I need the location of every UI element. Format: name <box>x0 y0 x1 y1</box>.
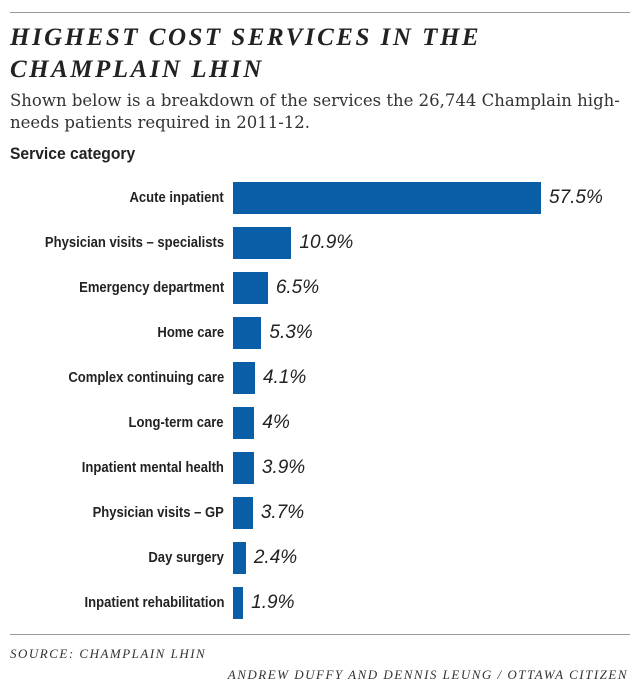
top-rule <box>10 12 630 13</box>
bottom-rule <box>10 634 630 635</box>
bar <box>233 317 262 350</box>
category-label: Physician visits – specialists <box>44 235 224 252</box>
bar <box>233 272 268 305</box>
value-label: 6.5% <box>275 277 320 299</box>
value-label: 4% <box>262 412 290 434</box>
category-label: Acute inpatient <box>129 190 224 206</box>
bar <box>233 362 255 395</box>
bar <box>233 227 292 260</box>
axis-title: Service category <box>10 144 136 163</box>
value-label: 5.3% <box>269 322 313 344</box>
bar <box>233 542 246 575</box>
bar <box>233 587 244 620</box>
value-label: 2.4% <box>253 547 298 569</box>
value-label: 1.9% <box>251 592 295 614</box>
category-label: Emergency department <box>78 280 224 297</box>
value-label: 3.9% <box>261 457 306 479</box>
category-label: Day surgery <box>148 550 224 567</box>
chart-subtitle: Shown below is a breakdown of the servic… <box>10 91 620 132</box>
category-label: Inpatient mental health <box>81 460 224 477</box>
bar <box>233 452 254 485</box>
category-label: Inpatient rehabilitation <box>84 595 224 612</box>
category-label: Long-term care <box>128 415 224 432</box>
bar <box>233 407 255 440</box>
category-label: Complex continuing care <box>68 370 224 387</box>
value-label: 10.9% <box>299 232 354 254</box>
chart-title: HIGHEST COST SERVICES IN THE CHAMPLAIN L… <box>10 24 482 83</box>
category-label: Physician visits – GP <box>92 505 224 522</box>
bar <box>233 497 253 530</box>
value-label: 4.1% <box>262 367 307 389</box>
source-note: SOURCE: CHAMPLAIN LHIN <box>10 646 207 661</box>
value-label: 3.7% <box>260 502 305 524</box>
bar <box>233 182 541 214</box>
category-label: Home care <box>157 325 224 342</box>
value-label: 57.5% <box>549 187 603 208</box>
credit-line: ANDREW DUFFY AND DENNIS LEUNG / OTTAWA C… <box>227 667 628 682</box>
